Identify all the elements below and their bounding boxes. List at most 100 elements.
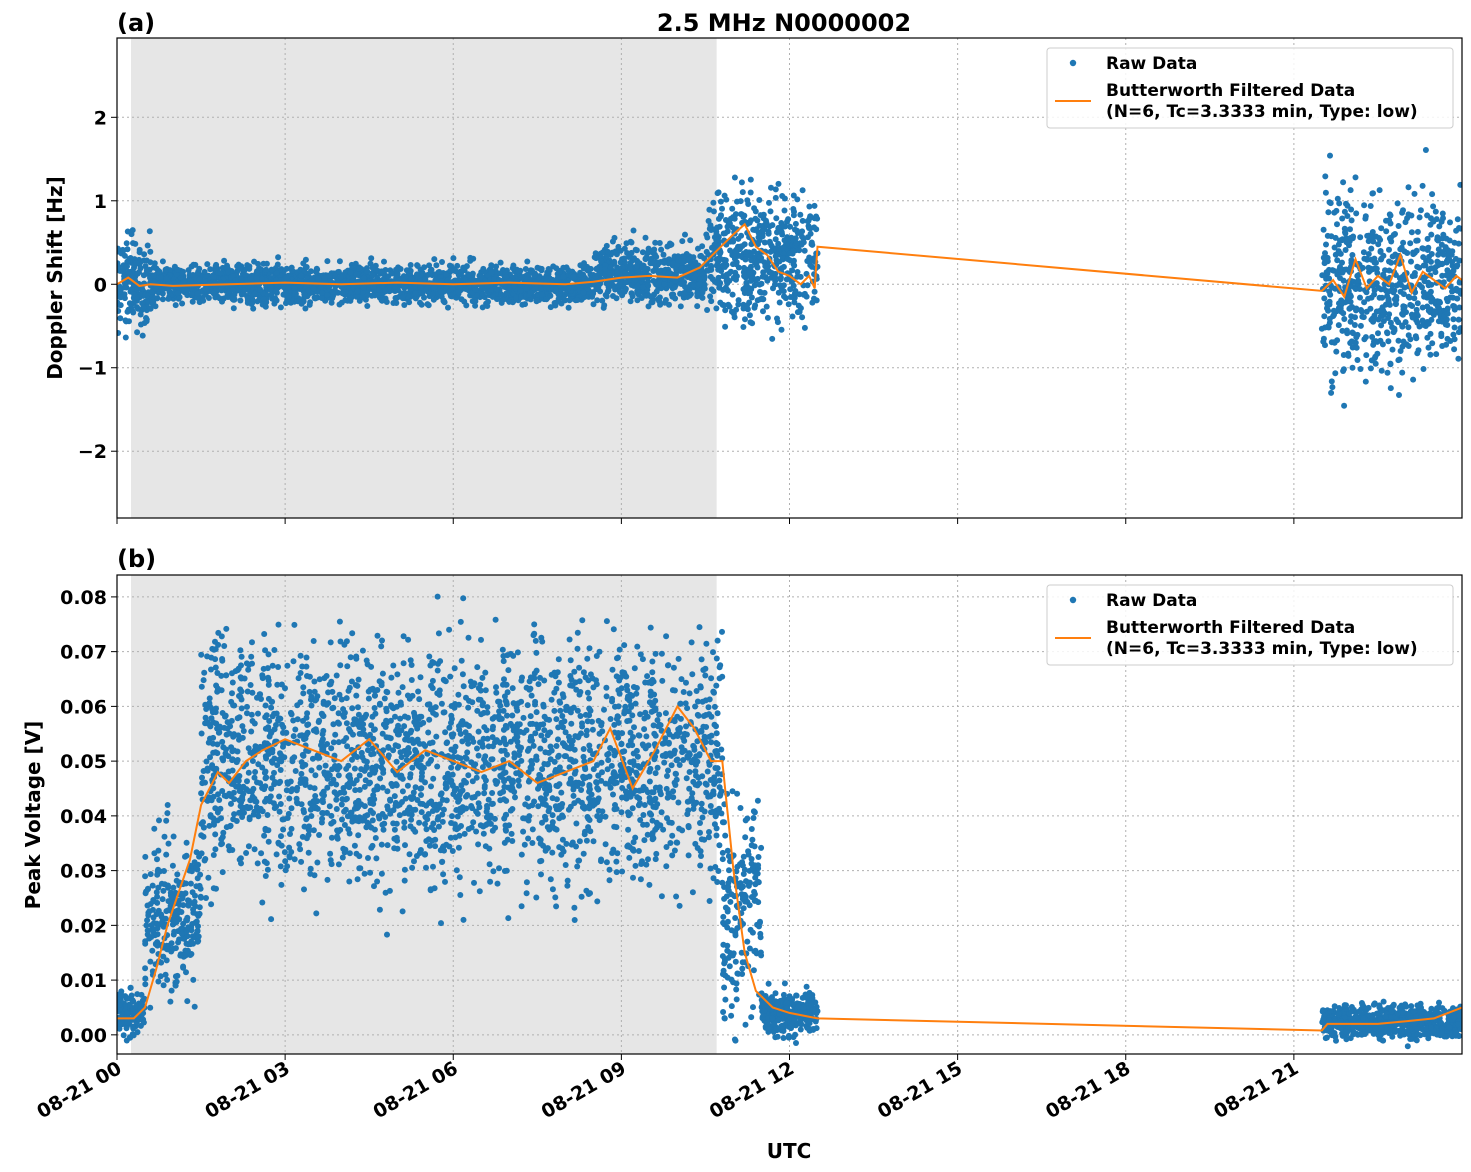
raw-data-point — [616, 281, 623, 288]
raw-data-point — [414, 725, 421, 732]
raw-data-point — [652, 239, 659, 246]
panel-b-label: (b) — [117, 545, 156, 573]
raw-data-point — [170, 945, 176, 952]
raw-data-point — [1396, 356, 1403, 363]
raw-data-point — [611, 721, 618, 728]
raw-data-point — [403, 757, 410, 764]
raw-data-point — [1348, 217, 1355, 224]
raw-data-point — [580, 669, 587, 676]
raw-data-point — [302, 305, 309, 312]
raw-data-point — [715, 266, 722, 273]
raw-data-point — [778, 265, 785, 272]
raw-data-point — [474, 707, 481, 714]
raw-data-point — [503, 274, 510, 281]
raw-data-point — [605, 757, 612, 764]
raw-data-point — [163, 946, 170, 953]
raw-data-point — [120, 248, 127, 254]
raw-data-point — [159, 258, 166, 265]
raw-data-point — [1456, 257, 1462, 264]
raw-data-point — [1349, 329, 1356, 336]
raw-data-point — [408, 816, 415, 823]
raw-data-point — [382, 287, 389, 294]
raw-data-point — [522, 266, 529, 272]
raw-data-point — [262, 647, 269, 654]
raw-data-point — [552, 894, 559, 901]
raw-data-point — [308, 276, 315, 283]
raw-data-point — [1380, 272, 1387, 279]
raw-data-point — [743, 249, 750, 255]
raw-data-point — [368, 292, 375, 299]
raw-data-point — [580, 289, 587, 296]
raw-data-point — [627, 298, 634, 305]
raw-data-point — [662, 297, 669, 303]
raw-data-point — [479, 291, 486, 298]
raw-data-point — [132, 1003, 139, 1010]
raw-data-point — [710, 288, 717, 295]
raw-data-point — [426, 262, 433, 269]
raw-data-point — [378, 870, 385, 877]
raw-data-point — [634, 282, 641, 289]
raw-data-point — [785, 301, 792, 308]
raw-data-point — [321, 274, 328, 281]
raw-data-point — [118, 992, 125, 999]
raw-data-point — [1391, 325, 1398, 332]
raw-data-point — [242, 272, 249, 278]
raw-data-point — [369, 264, 376, 271]
raw-data-point — [658, 809, 665, 816]
raw-data-point — [318, 295, 325, 301]
raw-data-point — [527, 296, 534, 303]
raw-data-point — [1420, 366, 1427, 372]
raw-data-point — [1444, 335, 1451, 342]
raw-data-point — [738, 232, 745, 239]
raw-data-point — [180, 963, 187, 970]
raw-data-point — [1356, 286, 1363, 292]
raw-data-point — [601, 302, 608, 309]
raw-data-point — [1340, 310, 1347, 317]
raw-data-point — [553, 265, 560, 272]
raw-data-point — [144, 242, 151, 249]
raw-data-point — [342, 297, 349, 304]
raw-data-point — [1397, 288, 1404, 295]
raw-data-point — [117, 283, 123, 290]
raw-data-point — [1357, 322, 1364, 329]
raw-data-point — [1457, 181, 1462, 188]
raw-data-point — [194, 938, 201, 945]
raw-data-point — [1365, 251, 1372, 257]
raw-data-point — [201, 268, 208, 275]
raw-data-point — [432, 843, 439, 850]
raw-data-point — [780, 223, 787, 230]
raw-data-point — [1326, 288, 1333, 295]
raw-data-point — [1347, 226, 1353, 233]
raw-data-point — [1380, 318, 1387, 324]
raw-data-point — [1326, 275, 1333, 282]
raw-data-point — [1341, 402, 1348, 409]
raw-data-point — [1400, 239, 1407, 246]
raw-data-point — [690, 282, 697, 289]
raw-data-point — [182, 853, 188, 860]
raw-data-point — [324, 258, 331, 265]
raw-data-point — [353, 271, 360, 278]
raw-data-point — [261, 631, 268, 637]
raw-data-point — [1457, 279, 1462, 286]
raw-data-point — [324, 292, 331, 298]
raw-data-point — [1335, 322, 1342, 329]
raw-data-point — [210, 290, 217, 297]
raw-data-point — [1320, 254, 1327, 261]
raw-data-point — [1378, 256, 1384, 263]
raw-data-point — [768, 184, 774, 191]
raw-data-point — [244, 295, 251, 302]
raw-data-point — [179, 935, 186, 942]
raw-data-point — [590, 301, 597, 308]
raw-data-point — [1326, 315, 1333, 322]
raw-data-point — [752, 208, 759, 215]
raw-data-point — [315, 275, 322, 282]
raw-data-point — [146, 908, 153, 915]
raw-data-point — [369, 271, 376, 278]
raw-data-point — [421, 294, 427, 301]
raw-data-point — [401, 302, 408, 308]
raw-data-point — [463, 302, 470, 309]
raw-data-point — [751, 248, 757, 255]
raw-data-point — [142, 981, 149, 988]
raw-data-point — [611, 234, 618, 241]
raw-data-point — [538, 732, 545, 739]
